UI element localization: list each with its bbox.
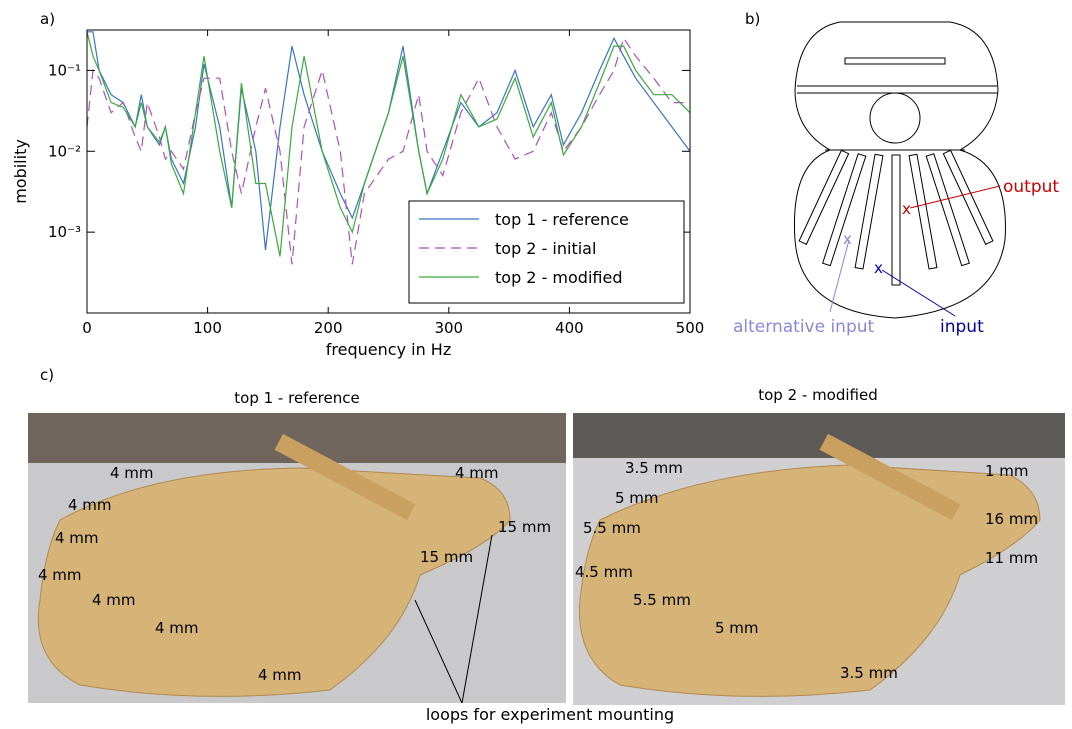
thickness-label: 3.5 mm [840, 664, 898, 682]
x-tick-label: 500 [676, 319, 705, 337]
thickness-label: 4 mm [38, 566, 82, 584]
photo-title: top 2 - modified [758, 386, 878, 404]
thickness-label: 5 mm [615, 489, 659, 507]
series-line [87, 31, 690, 251]
guitar-diagram [793, 21, 1006, 319]
thickness-label: 4 mm [110, 464, 154, 482]
y-tick-label: 10⁻² [48, 142, 81, 160]
thickness-label: 5.5 mm [633, 591, 691, 609]
thickness-label: 4 mm [258, 666, 302, 684]
legend-box [408, 200, 685, 304]
thickness-label: 4 mm [55, 529, 99, 547]
x-tick-label: 100 [193, 319, 222, 337]
marker: x [874, 259, 883, 277]
marker: x [843, 230, 852, 248]
output-label: output [1003, 177, 1059, 197]
thickness-label: 4.5 mm [575, 563, 633, 581]
x-axis-label: frequency in Hz [326, 340, 451, 359]
legend-label: top 2 - initial [495, 239, 596, 258]
marker: x [902, 200, 911, 218]
photo-title: top 1 - reference [234, 389, 359, 407]
photo-right [573, 413, 1065, 705]
photo-left [28, 413, 566, 703]
thickness-label: 15 mm [420, 548, 473, 566]
chart: 0 100 200 300 400 500 10⁻³ 10⁻² 10⁻¹ frequency in… [11, 29, 705, 359]
thickness-label: 4 mm [155, 619, 199, 637]
thickness-label: 15 mm [498, 518, 551, 536]
thickness-label: 4 mm [92, 591, 136, 609]
thickness-label: 4 mm [68, 496, 112, 514]
thickness-label: 1 mm [985, 462, 1029, 480]
x-tick-label: 400 [555, 319, 584, 337]
thickness-label: 3.5 mm [625, 459, 683, 477]
thickness-label: 5.5 mm [583, 519, 641, 537]
panel-label: a) [40, 10, 55, 28]
series-line [87, 31, 690, 257]
x-tick-label: 0 [82, 319, 92, 337]
thickness-label: 16 mm [985, 510, 1038, 528]
x-tick-label: 200 [314, 319, 343, 337]
y-axis-label: mobility [11, 139, 30, 204]
legend-label: top 1 - reference [495, 210, 629, 229]
panel-label: b) [745, 10, 760, 28]
photo-caption: loops for experiment mounting [426, 705, 674, 724]
legend-label: top 2 - modified [495, 268, 622, 287]
y-tick-label: 10⁻³ [48, 223, 81, 241]
y-tick-label: 10⁻¹ [48, 61, 81, 79]
x-tick-label: 300 [434, 319, 463, 337]
panel-label: c) [40, 366, 54, 384]
alt-input-label: alternative input [733, 317, 875, 337]
thickness-label: 11 mm [985, 549, 1038, 567]
thickness-label: 5 mm [715, 619, 759, 637]
input-label: input [940, 317, 984, 337]
plot-frame [86, 29, 691, 314]
series-line [87, 36, 690, 265]
thickness-label: 4 mm [455, 464, 499, 482]
